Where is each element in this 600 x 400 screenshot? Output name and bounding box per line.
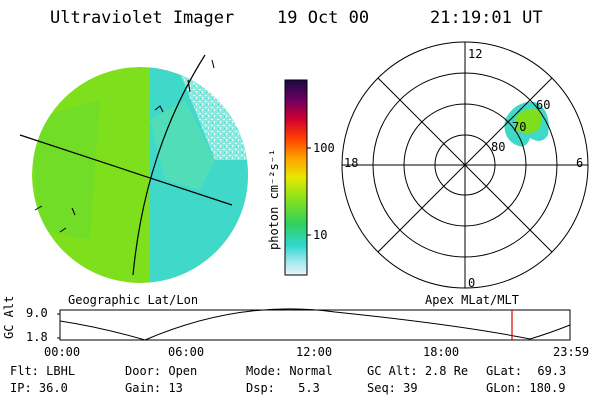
apex-panel-label: Apex MLat/MLT <box>425 293 519 307</box>
mlt-label-12: 12 <box>468 47 483 61</box>
mlt-label-18: 18 <box>344 156 359 170</box>
gain-label: Gain: <box>125 381 162 395</box>
info-column-mode: Mode: Normal Dsp: 5.3 <box>246 363 333 397</box>
time-tick-1800: 18:00 <box>423 345 460 359</box>
seq-value: 39 <box>403 381 418 395</box>
mlat-label-80: 80 <box>491 140 506 154</box>
time-label: 21:19:01 UT <box>430 8 543 28</box>
mode-value: Normal <box>289 364 333 378</box>
time-tick-0600: 06:00 <box>168 345 205 359</box>
geographic-panel-label: Geographic Lat/Lon <box>68 293 199 307</box>
mlat-label-60: 60 <box>536 98 551 112</box>
date-label: 19 Oct 00 <box>277 8 370 28</box>
ip-label: IP: <box>10 381 32 395</box>
info-column-altitude: GC Alt: 2.8 Re Seq: 39 <box>367 363 468 397</box>
colorbar-unit-label: photon cm⁻²s⁻¹ <box>267 148 281 250</box>
time-tick-1200: 12:00 <box>296 345 333 359</box>
altitude-strip <box>57 308 571 341</box>
colorbar-tick-10: 10 <box>313 228 328 242</box>
polar-plot <box>341 41 589 289</box>
time-tick-0000: 00:00 <box>44 345 81 359</box>
glon-label: GLon: <box>486 381 523 395</box>
geographic-image <box>19 54 248 283</box>
ip-value: 36.0 <box>38 381 68 395</box>
door-value: Open <box>168 364 198 378</box>
info-column-door: Door: Open Gain: 13 <box>125 363 197 397</box>
mode-label: Mode: <box>246 364 283 378</box>
glon-value: 180.9 <box>529 381 566 395</box>
info-column-filter: Flt: LBHL IP: 36.0 <box>10 363 75 397</box>
time-tick-2359: 23:59 <box>553 345 590 359</box>
dsp-label: Dsp: <box>246 381 275 395</box>
gc-alt-label: GC Alt: <box>367 364 418 378</box>
filter-value: LBHL <box>46 364 76 378</box>
colorbar-tick-100: 100 <box>313 141 335 155</box>
door-label: Door: <box>125 364 162 378</box>
gc-alt-value: 2.8 Re <box>424 364 469 378</box>
gain-value: 13 <box>168 381 183 395</box>
filter-label: Flt: <box>10 364 39 378</box>
mlt-label-0: 0 <box>468 276 476 290</box>
seq-label: Seq: <box>367 381 396 395</box>
instrument-title: Ultraviolet Imager <box>50 8 235 28</box>
glat-label: GLat: <box>486 364 523 378</box>
altitude-tick-low: 1.8 <box>26 330 48 344</box>
altitude-axis-label: GC Alt <box>2 295 16 339</box>
colorbar <box>284 79 311 276</box>
dsp-value: 5.3 <box>298 381 320 395</box>
mlat-label-70: 70 <box>512 120 527 134</box>
mlt-label-6: 6 <box>576 156 584 170</box>
altitude-tick-high: 9.0 <box>26 306 48 320</box>
glat-value: 69.3 <box>537 364 567 378</box>
info-column-position: GLat: 69.3 GLon: 180.9 <box>486 363 566 397</box>
